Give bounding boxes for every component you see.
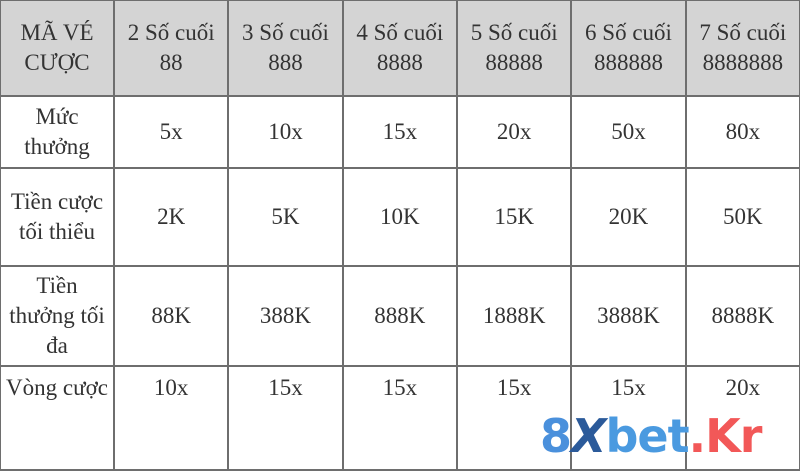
table-row: Tiền cược tối thiểu 2K 5K 10K 15K 20K 50… (0, 167, 800, 267)
table-cell: 5K (227, 167, 344, 267)
table-cell: 20x (455, 95, 573, 169)
table-cell: 15x (341, 95, 458, 169)
table-cell: 80x (684, 95, 800, 169)
table-row: Tiền thưởng tối đa 88K 388K 888K 1888K 3… (0, 265, 800, 367)
table-row: Mức thưởng 5x 10x 15x 20x 50x 80x (0, 95, 800, 169)
table-cell: 388K (227, 265, 344, 367)
table-cell: 1888K (455, 265, 573, 367)
table-cell: 20K (570, 167, 687, 267)
row-label: Tiền cược tối thiểu (0, 167, 115, 267)
table-cell: 10x (112, 365, 230, 471)
header-cell: MÃ VÉ CƯỢC (0, 0, 115, 97)
row-label: Tiền thưởng tối đa (0, 265, 115, 367)
table-cell: 15K (455, 167, 573, 267)
header-cell: 4 Số cuối 8888 (341, 0, 458, 97)
logo-bet: bet (605, 409, 689, 463)
table-cell: 888K (341, 265, 458, 367)
table-cell: 50K (684, 167, 800, 267)
header-row: MÃ VÉ CƯỢC 2 Số cuối 88 3 Số cuối 888 4 … (0, 0, 800, 97)
header-cell: 2 Số cuối 88 (112, 0, 230, 97)
logo-8: 8 (540, 409, 572, 463)
table-cell: 5x (112, 95, 230, 169)
header-cell: 7 Số cuối 8888888 (684, 0, 800, 97)
header-cell: 6 Số cuối 888888 (570, 0, 687, 97)
row-label: Mức thưởng (0, 95, 115, 169)
header-cell: 3 Số cuối 888 (227, 0, 344, 97)
table-cell: 15x (227, 365, 344, 471)
logo-x: X (571, 409, 606, 463)
table-cell: 8888K (684, 265, 800, 367)
table-cell: 15x (341, 365, 458, 471)
table-cell: 10x (227, 95, 344, 169)
row-label: Vòng cược (0, 365, 115, 471)
logo-kr: .Kr (688, 409, 763, 463)
watermark-logo: 8Xbet.Kr (540, 409, 763, 463)
table-cell: 3888K (570, 265, 687, 367)
table-cell: 88K (112, 265, 230, 367)
header-cell: 5 Số cuối 88888 (455, 0, 573, 97)
table-cell: 15x (570, 365, 687, 471)
table-cell: 2K (112, 167, 230, 267)
table-cell: 10K (341, 167, 458, 267)
table-cell: 50x (570, 95, 687, 169)
